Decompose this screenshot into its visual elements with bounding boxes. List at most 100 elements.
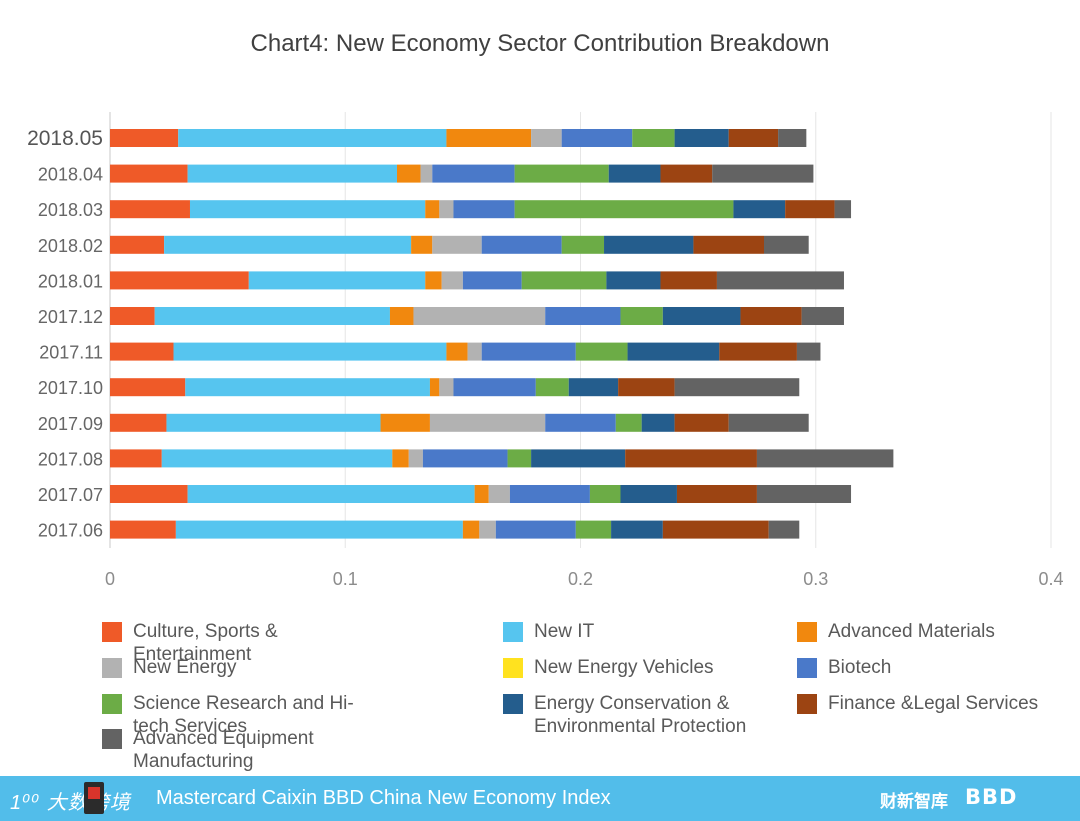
category-label: 2017.10: [38, 378, 103, 398]
legend-swatch: [797, 658, 817, 678]
category-label: 2017.11: [39, 343, 103, 363]
bar-segment: [660, 164, 713, 183]
bar-segment: [481, 342, 576, 361]
x-tick-label: 0.1: [333, 569, 358, 589]
bar-segment: [110, 307, 155, 325]
bar-segment: [514, 200, 734, 219]
legend: Culture, Sports & Entertainment New IT Adv…: [102, 620, 1068, 772]
bar-segment: [187, 164, 398, 183]
bar-segment: [185, 378, 430, 397]
x-tick-label: 0.2: [568, 569, 593, 589]
bar-segment: [110, 378, 186, 397]
bar-segment: [380, 413, 430, 432]
bar-segment: [834, 200, 852, 219]
category-label: 2017.09: [38, 414, 103, 434]
bar-segment: [479, 520, 496, 539]
bar-segment: [425, 200, 440, 219]
bar-segment: [712, 164, 814, 183]
bar-segment: [611, 520, 663, 539]
legend-label: Science Research and Hi-tech Services: [133, 693, 354, 737]
chart-title: Chart4: New Economy Sector Contribution …: [250, 30, 830, 57]
bar-segment: [604, 235, 694, 254]
bar-segment: [716, 271, 844, 290]
bar-segment: [439, 200, 454, 219]
bar-segment: [422, 449, 508, 468]
bar-segment: [474, 485, 489, 503]
legend-label: New Energy Vehicles: [534, 657, 714, 678]
bar-segment: [778, 129, 807, 147]
bar-segment: [796, 342, 821, 361]
bar-segment: [110, 164, 188, 183]
bar-segment: [674, 413, 729, 432]
bar-segment: [467, 342, 482, 361]
bar-segment: [110, 129, 179, 147]
bar-segment: [615, 413, 642, 432]
legend-item: Finance &Legal Services: [797, 692, 1068, 715]
bar-segment: [462, 520, 480, 539]
bar-segment: [662, 520, 769, 539]
bar-segment: [531, 129, 562, 147]
bar-segment: [439, 378, 454, 397]
legend-item: New Energy Vehicles: [503, 656, 774, 679]
bar-segment: [674, 129, 729, 147]
footer-title: Mastercard Caixin BBD China New Economy …: [156, 787, 611, 809]
legend-label: New Energy: [133, 657, 237, 678]
bar-segment: [521, 271, 607, 290]
bar-segment: [514, 164, 609, 183]
bar-segment: [575, 342, 628, 361]
bar-segment: [561, 129, 633, 147]
stacked-bar-chart: 2018.05 2018.04 2018.03 2018.02 2018.01 2017.…: [27, 112, 1064, 589]
bar-segment: [693, 235, 764, 254]
category-label: 2018.05: [27, 127, 103, 150]
bar-segment: [166, 413, 381, 432]
category-label: 2018.02: [38, 236, 103, 256]
bar-segment: [728, 129, 779, 147]
bars: [110, 129, 894, 539]
legend-label: Energy Conservation & Environmental Prot…: [534, 693, 747, 737]
bar-segment: [248, 271, 426, 290]
bar-segment: [768, 520, 800, 539]
bar-segment: [110, 485, 188, 503]
bar-segment: [173, 342, 447, 361]
legend-label: Advanced Equipment Manufacturing: [133, 728, 314, 772]
bar-segment: [627, 342, 720, 361]
footer-logo-left: 1⁰⁰ 大数跨境: [10, 792, 131, 814]
bar-segment: [606, 271, 661, 290]
bar-segment: [110, 342, 174, 361]
bar-segment: [154, 307, 390, 325]
legend-label: Culture, Sports & Entertainment: [133, 621, 278, 665]
legend-swatch: [102, 658, 122, 678]
bar-segment: [446, 342, 468, 361]
bar-segment: [429, 378, 440, 397]
bar-segment: [620, 307, 663, 325]
bar-segment: [110, 520, 176, 539]
footer-logo-bbd: BBD: [965, 785, 1018, 809]
bar-segment: [589, 485, 621, 503]
x-axis-ticks: 0 0.1 0.2 0.3 0.4: [105, 569, 1064, 589]
category-label: 2017.08: [38, 449, 103, 469]
bar-segment: [728, 413, 809, 432]
legend-item: Advanced Materials: [797, 620, 1068, 643]
bar-segment: [662, 307, 741, 325]
legend-item: New IT: [503, 620, 774, 643]
gridlines: [109, 112, 1052, 548]
category-labels: 2018.05 2018.04 2018.03 2018.02 2018.01 2017.…: [27, 127, 103, 541]
legend-label: Finance &Legal Services: [828, 693, 1039, 714]
bar-segment: [509, 485, 590, 503]
bar-segment: [110, 235, 165, 254]
legend-swatch: [503, 622, 523, 642]
bar-segment: [110, 449, 162, 468]
footer-badge-icon: [84, 782, 104, 814]
legend-item: New Energy: [102, 656, 373, 679]
bar-segment: [801, 307, 844, 325]
bar-segment: [620, 485, 677, 503]
legend-swatch: [797, 694, 817, 714]
legend-label: New IT: [534, 621, 595, 642]
bar-segment: [392, 449, 409, 468]
bar-segment: [719, 342, 797, 361]
legend-swatch: [102, 694, 122, 714]
legend-swatch: [503, 658, 523, 678]
bar-segment: [488, 485, 510, 503]
bar-segment: [453, 378, 536, 397]
category-label: 2018.01: [38, 271, 103, 291]
